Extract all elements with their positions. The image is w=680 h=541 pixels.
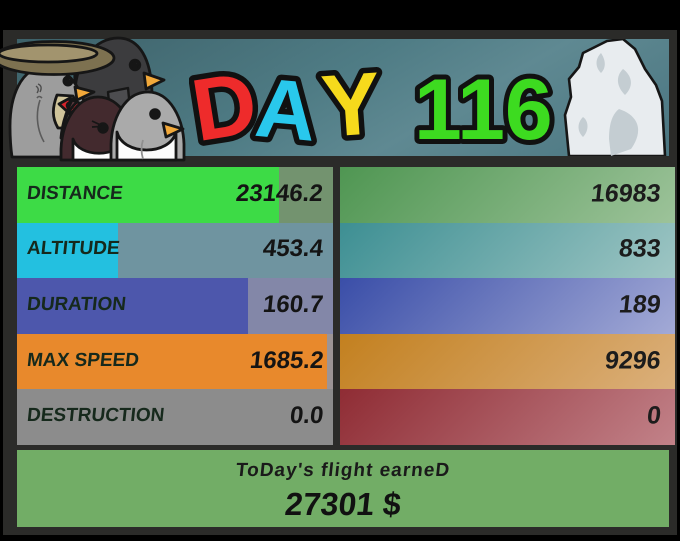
svg-text:Y: Y — [318, 53, 383, 156]
svg-text:116: 116 — [414, 62, 553, 156]
svg-text:A: A — [252, 60, 321, 156]
